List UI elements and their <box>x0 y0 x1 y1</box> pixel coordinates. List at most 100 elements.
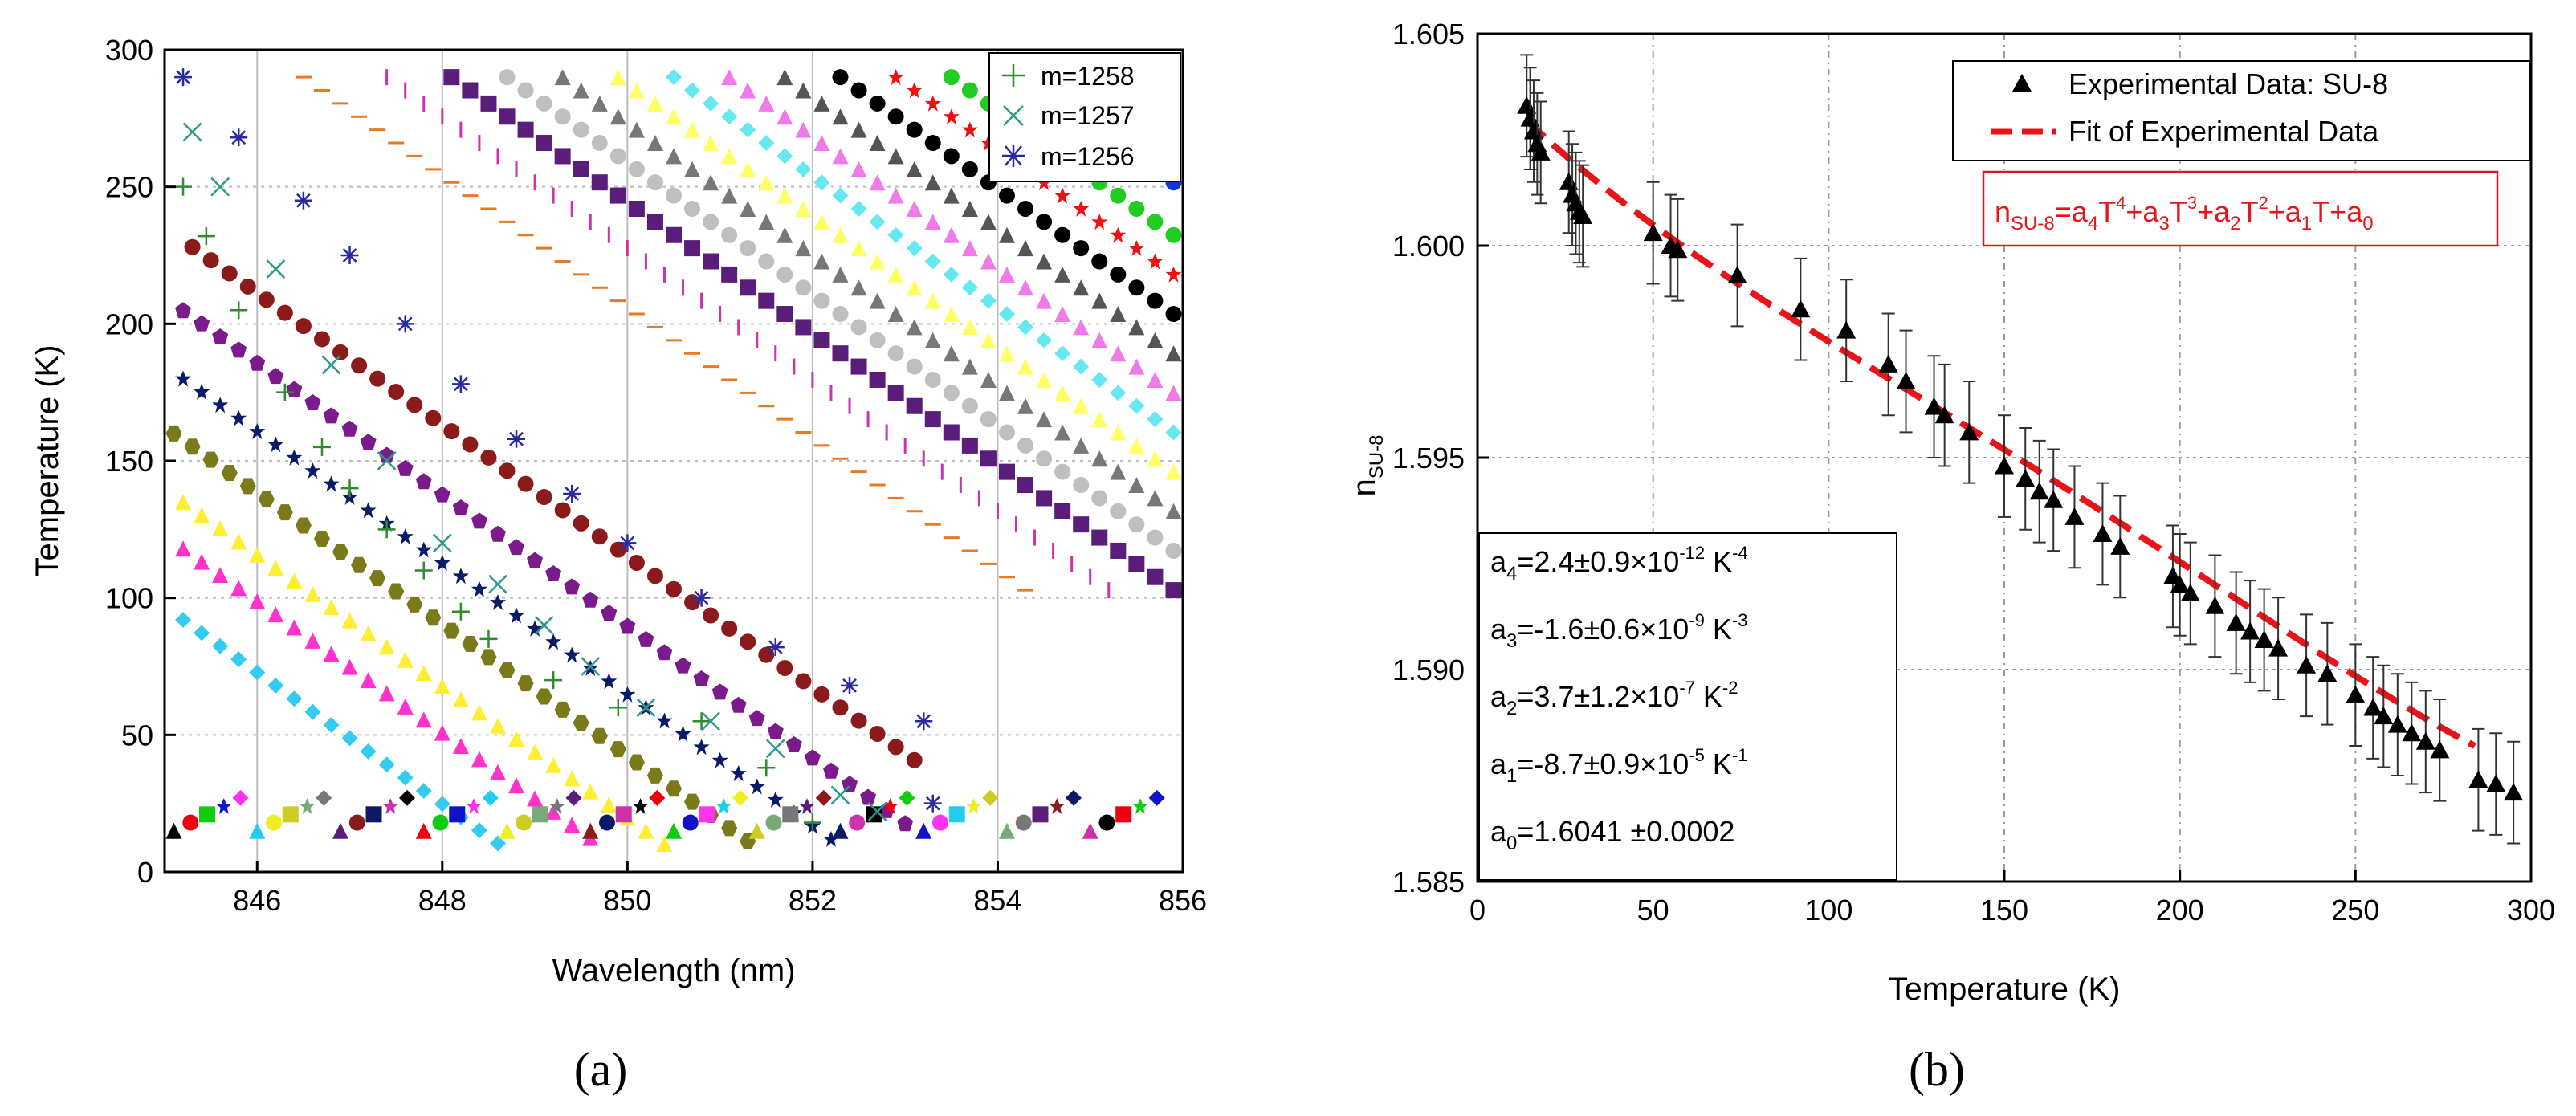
b-data-point <box>2430 698 2450 802</box>
fit-equation: nSU-8=a4T4+a3T3+a2T2+a1T+a0 <box>1995 193 2374 234</box>
panel-b-ticks: 0 50 100 150 200 250 300 1.585 1.590 1.595 1.600 1.… <box>1392 18 2555 927</box>
b-data-point <box>1878 312 1898 417</box>
a-marker-band <box>175 494 673 853</box>
panel-a-x-axis-label: Wavelength (nm) <box>552 953 795 988</box>
a-ytick-label: 250 <box>105 171 153 204</box>
fit-param-a1: a1=-8.7±0.9×10-5 K-1 <box>1490 745 1747 787</box>
b-data-point <box>2093 482 2113 586</box>
a-marker-band <box>295 75 1034 592</box>
b-data-point <box>1924 355 1944 458</box>
legend-label-experimental: Experimental Data: SU-8 <box>2069 67 2388 100</box>
a-ytick-label: 50 <box>121 719 153 751</box>
b-data-point <box>2170 533 2190 637</box>
b-xtick-label: 50 <box>1637 894 1669 927</box>
legend-label-m1257: m=1257 <box>1041 101 1135 130</box>
a-marker-band <box>554 69 1182 519</box>
b-data-point <box>2402 681 2422 785</box>
panel-b-equation-box: nSU-8=a4T4+a3T3+a2T2+a1T+a0 <box>1982 170 2499 247</box>
b-data-point <box>2064 465 2085 569</box>
b-data-point <box>2317 621 2338 726</box>
a-marker-band <box>776 69 1182 362</box>
a-marker-band <box>832 69 1182 323</box>
b-data-point <box>2415 690 2435 794</box>
a-xtick-label: 854 <box>973 884 1021 917</box>
panel-b-y-axis-label: nSU-8 <box>1347 435 1388 497</box>
panel-b-data-points <box>1517 54 2524 845</box>
b-ytick-label: 1.585 <box>1392 866 1465 898</box>
b-data-point <box>1995 414 2014 518</box>
panel-a-chart: 846 848 850 852 854 856 0 50 100 150 200 250 300 Wav… <box>30 34 1207 988</box>
fit-param-a2: a2=3.7±1.2×10-7 K-2 <box>1490 678 1738 719</box>
b-data-point <box>2486 732 2506 836</box>
b-data-point <box>2254 588 2274 692</box>
b-data-point <box>1934 363 1954 467</box>
b-data-point <box>1727 223 1747 328</box>
b-ytick-label: 1.605 <box>1392 18 1465 51</box>
a-series-m=1258 <box>174 177 821 832</box>
a-xtick-label: 848 <box>418 884 467 917</box>
a-ytick-label: 0 <box>137 856 153 889</box>
b-data-point <box>2363 656 2383 760</box>
panel-b-fit-parameters: a4=2.4±0.9×10-12 K-4 a3=-1.6±0.6×10-9 K-3… <box>1478 532 1897 881</box>
b-xtick-label: 0 <box>1469 894 1486 927</box>
b-ytick-label: 1.595 <box>1392 442 1465 475</box>
legend-label-m1258: m=1258 <box>1041 62 1135 91</box>
b-data-point <box>1643 181 1663 285</box>
b-xtick-label: 250 <box>2331 894 2379 927</box>
b-data-point <box>2297 613 2317 718</box>
b-xtick-label: 300 <box>2507 894 2555 927</box>
b-data-point <box>2387 673 2407 776</box>
panel-b-x-axis-label: Temperature (K) <box>1889 971 2121 1007</box>
b-xtick-label: 200 <box>2156 894 2204 927</box>
b-data-point <box>2240 580 2260 683</box>
b-data-point <box>2374 664 2394 768</box>
a-xtick-label: 852 <box>789 884 837 917</box>
b-ytick-label: 1.600 <box>1392 230 1465 263</box>
b-data-point <box>1668 198 1688 302</box>
b-xtick-label: 100 <box>1804 894 1853 927</box>
b-data-point <box>2110 495 2130 599</box>
b-data-point <box>2226 571 2246 675</box>
b-data-point <box>2205 554 2225 658</box>
b-xtick-label: 150 <box>1980 894 2028 927</box>
b-data-point <box>1959 380 1979 484</box>
legend-marker-asterisk <box>1002 145 1025 167</box>
a-xtick-label: 846 <box>233 884 281 917</box>
panel-a-y-axis-label: Temperature (K) <box>30 345 65 577</box>
a-ytick-label: 300 <box>105 34 153 67</box>
a-marker-band <box>175 302 914 832</box>
legend-label-fit: Fit of Experimental Data <box>2069 115 2379 148</box>
caption-a: (a) <box>574 1043 628 1096</box>
a-low-temp-cluster <box>165 789 1165 839</box>
b-fit-curve <box>1524 118 2476 749</box>
b-data-point <box>1896 329 1916 434</box>
a-ytick-label: 200 <box>105 308 153 340</box>
panel-a-legend-series <box>174 68 942 832</box>
b-data-point <box>1836 279 1857 382</box>
b-data-point <box>1531 100 1551 205</box>
b-data-point <box>2268 597 2289 700</box>
fit-param-a4: a4=2.4±0.9×10-12 K-4 <box>1490 543 1748 584</box>
a-marker-band <box>666 69 1182 441</box>
b-data-point <box>2044 448 2064 552</box>
b-data-point <box>1791 257 1811 361</box>
panel-a-ticks: 846 848 850 852 854 856 0 50 100 150 200 250 300 <box>105 34 1207 917</box>
a-xtick-label: 856 <box>1159 884 1207 917</box>
b-data-point <box>2180 541 2200 646</box>
legend-marker-cross <box>1003 105 1024 126</box>
panel-b-fit-line <box>1524 118 2476 749</box>
b-ytick-label: 1.590 <box>1392 654 1465 686</box>
a-xtick-label: 850 <box>603 884 651 917</box>
a-marker-band <box>721 69 1182 401</box>
legend-marker-plus <box>1002 64 1025 87</box>
a-series-m=1257 <box>182 122 887 821</box>
a-ytick-label: 150 <box>105 445 153 478</box>
fit-param-a0: a0=1.6041 ±0.0002 <box>1490 815 1734 854</box>
b-data-point <box>1573 164 1593 268</box>
a-marker-band <box>609 69 1182 480</box>
panel-a-grid <box>165 50 1183 872</box>
a-series-m=1256 <box>174 68 942 813</box>
panel-a-marker-bands <box>165 69 1182 853</box>
legend-marker-triangle <box>2012 74 2032 92</box>
